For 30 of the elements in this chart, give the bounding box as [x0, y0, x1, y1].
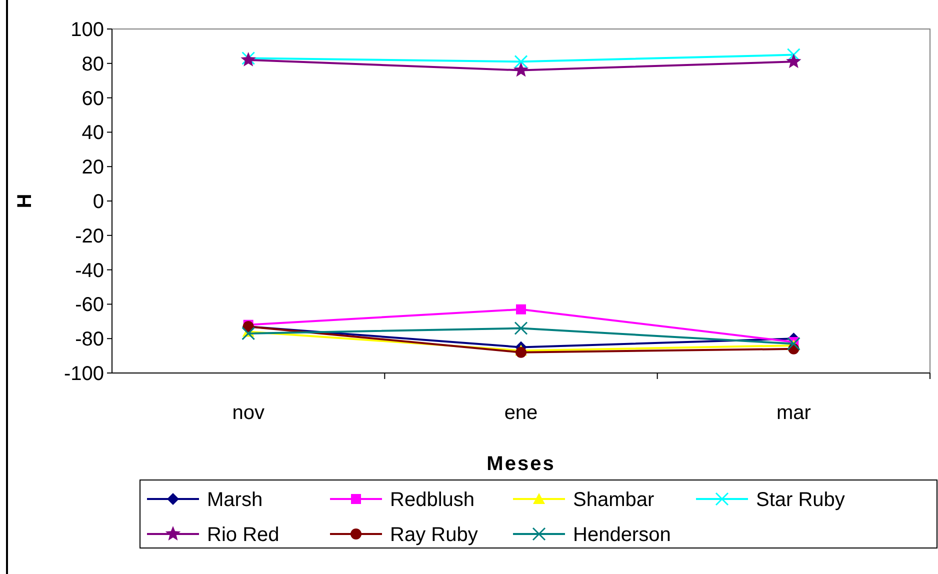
- legend-label: Marsh: [207, 489, 263, 511]
- legend-label: Shambar: [573, 489, 654, 511]
- y-tick-label: -20: [75, 225, 104, 248]
- point: [513, 62, 529, 77]
- point: [514, 54, 528, 68]
- y-tick-label: 0: [92, 191, 104, 213]
- x-tick-label: nov: [232, 402, 264, 424]
- x-tick-label: mar: [776, 402, 812, 424]
- x-axis-title: Meses: [486, 453, 556, 475]
- point: [516, 304, 526, 314]
- legend-label: Ray Ruby: [390, 524, 478, 546]
- y-tick-label: -80: [75, 328, 104, 351]
- y-tick-label: -40: [75, 260, 104, 282]
- y-tick-label: -100: [64, 363, 104, 385]
- point: [786, 48, 800, 62]
- legend-label: Star Ruby: [756, 489, 845, 511]
- y-tick-label: 100: [70, 19, 104, 41]
- y-axis-title: H: [14, 194, 36, 208]
- point: [514, 322, 528, 336]
- legend-label: Rio Red: [207, 524, 280, 546]
- legend-label: Redblush: [390, 489, 475, 511]
- y-tick-label: 80: [82, 53, 104, 76]
- y-tick-label: 40: [82, 122, 104, 144]
- x-tick-label: ene: [504, 402, 538, 424]
- y-tick-label: 60: [82, 88, 104, 110]
- y-tick-label: -60: [75, 294, 104, 316]
- y-tick-label: 20: [82, 156, 104, 179]
- point: [786, 54, 802, 68]
- legend-label: Henderson: [573, 524, 671, 546]
- point: [242, 326, 256, 340]
